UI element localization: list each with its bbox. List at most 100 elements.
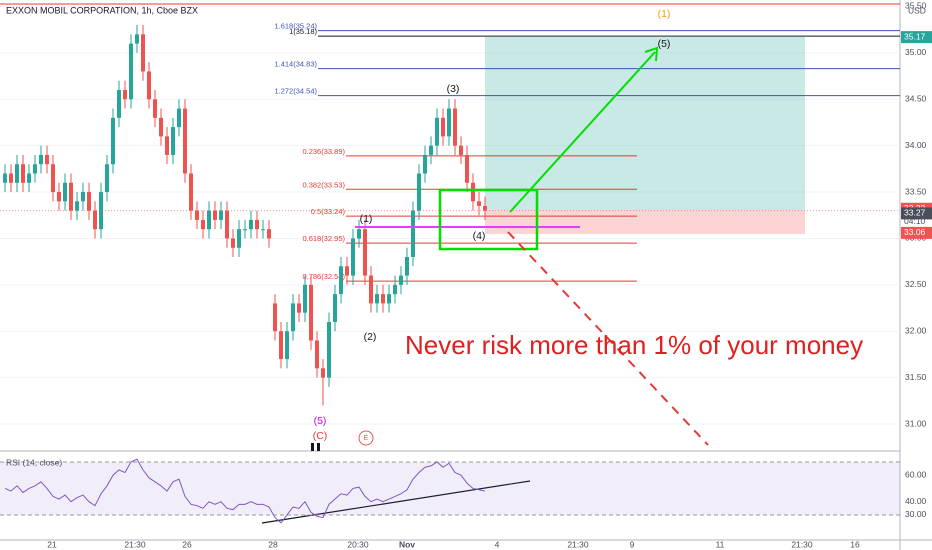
fib-label: 1(35.18): [289, 27, 317, 36]
y-tick-label: 31.50: [905, 372, 927, 382]
candle-body: [21, 164, 25, 183]
fib-label: 1.414(34.83): [274, 60, 317, 69]
wave-label: (3): [447, 83, 460, 95]
candle-body: [9, 173, 13, 183]
chart-title: EXXON MOBIL CORPORATION, 1h, Cboe BZX: [6, 5, 198, 15]
rsi-band: [0, 461, 900, 515]
candle-body: [357, 229, 361, 239]
wave-label: E: [364, 435, 369, 442]
candle-body: [237, 229, 241, 248]
candle-body: [399, 275, 403, 285]
candle-body: [51, 164, 55, 193]
candle-body: [309, 284, 313, 341]
annotation: Never risk more than 1% of your money: [405, 330, 863, 360]
candle-body: [75, 201, 79, 211]
price-marker: [901, 31, 932, 44]
candle-body: [387, 294, 391, 304]
y-tick-label: 34.50: [905, 94, 927, 104]
rsi-title: RSI (14, close): [6, 457, 62, 467]
candle-body: [369, 275, 373, 304]
candle-body: [393, 284, 397, 295]
candle-body: [213, 210, 217, 220]
price-marker: [901, 226, 932, 239]
candle-body: [33, 164, 37, 174]
candle-body: [285, 331, 289, 360]
x-tick-label: 21: [47, 539, 57, 549]
candle-body: [177, 108, 181, 128]
candle-body: [201, 219, 205, 230]
candle-body: [105, 164, 109, 193]
candle-body: [483, 205, 487, 211]
candle-body: [417, 173, 421, 211]
fib-label: 0.786(32.54): [302, 272, 345, 281]
wave-label: (2): [364, 331, 377, 343]
candle-body: [165, 136, 169, 155]
candle-body: [297, 303, 301, 313]
rsi-line: [4, 458, 486, 524]
candle-body: [15, 164, 19, 183]
y-tick-label: 35.00: [905, 47, 927, 57]
candle-body: [249, 219, 253, 230]
candle-body: [117, 90, 121, 118]
x-tick-label: 20:30: [347, 539, 369, 549]
rsi-pane: 60.00 40.00 30.00: [0, 458, 927, 524]
candle-body: [159, 117, 163, 137]
x-tick-label: 21:30: [567, 539, 589, 549]
x-tick-label: 26: [182, 539, 192, 549]
rsi-trendline: [261, 480, 531, 524]
candle-body: [351, 238, 355, 276]
wave-label: (5): [314, 415, 327, 427]
y-tick-label: 33.50: [905, 186, 927, 196]
marker: [317, 443, 320, 451]
y-tick-label: 34.00: [905, 140, 927, 150]
y-tick-label: 32.00: [905, 325, 927, 335]
candle-body: [195, 210, 199, 220]
x-tick-label: 11: [716, 539, 725, 549]
fib-label: 0.382(33.53): [302, 180, 345, 189]
candle-body: [381, 294, 385, 304]
candle-body: [345, 266, 349, 276]
countdown: 04:10: [904, 216, 926, 226]
wave-label: (4): [473, 230, 486, 242]
candle-body: [303, 284, 307, 313]
y-tick-label: 35.50: [905, 1, 927, 11]
stop-zone: [485, 210, 805, 234]
candle-body: [375, 294, 379, 304]
labels: EXXON MOBIL CORPORATION, 1h, Cboe BZX US…: [6, 1, 932, 549]
marker: [311, 443, 314, 451]
candle-body: [291, 303, 295, 332]
x-tick-label: Nov: [399, 539, 415, 549]
fib-label: 1.272(34.54): [274, 87, 317, 96]
candle-body: [477, 201, 481, 206]
x-tick-label: 16: [850, 539, 860, 549]
x-tick-label: 28: [268, 539, 278, 549]
fib-label: 1.618(35.24): [274, 22, 317, 31]
wave-label: (1): [658, 8, 671, 20]
candle-body: [267, 229, 271, 239]
candle-body: [189, 173, 193, 211]
candle-body: [465, 154, 469, 183]
candle-body: [141, 34, 145, 72]
candle-body: [471, 182, 475, 202]
candle-body: [321, 368, 325, 378]
candle-body: [27, 173, 31, 183]
y-tick-label: 32.50: [905, 279, 927, 289]
green-box: [438, 188, 539, 251]
drawings: [0, 3, 900, 524]
wave-label: (5): [658, 38, 671, 50]
candle-body: [81, 192, 85, 202]
fib-label: 0.236(33.89): [302, 147, 345, 156]
candle-body: [99, 192, 103, 230]
candle-body: [429, 145, 433, 155]
candle-body: [135, 34, 139, 44]
candle-body: [219, 210, 223, 220]
candle-body: [3, 173, 7, 183]
candle-body: [453, 108, 457, 146]
arrow-head: [644, 46, 659, 62]
zones: [485, 37, 805, 234]
red-dashed-line: [507, 231, 709, 446]
candle-body: [231, 238, 235, 248]
green-arrow: [509, 51, 656, 213]
candles: [0, 25, 900, 406]
